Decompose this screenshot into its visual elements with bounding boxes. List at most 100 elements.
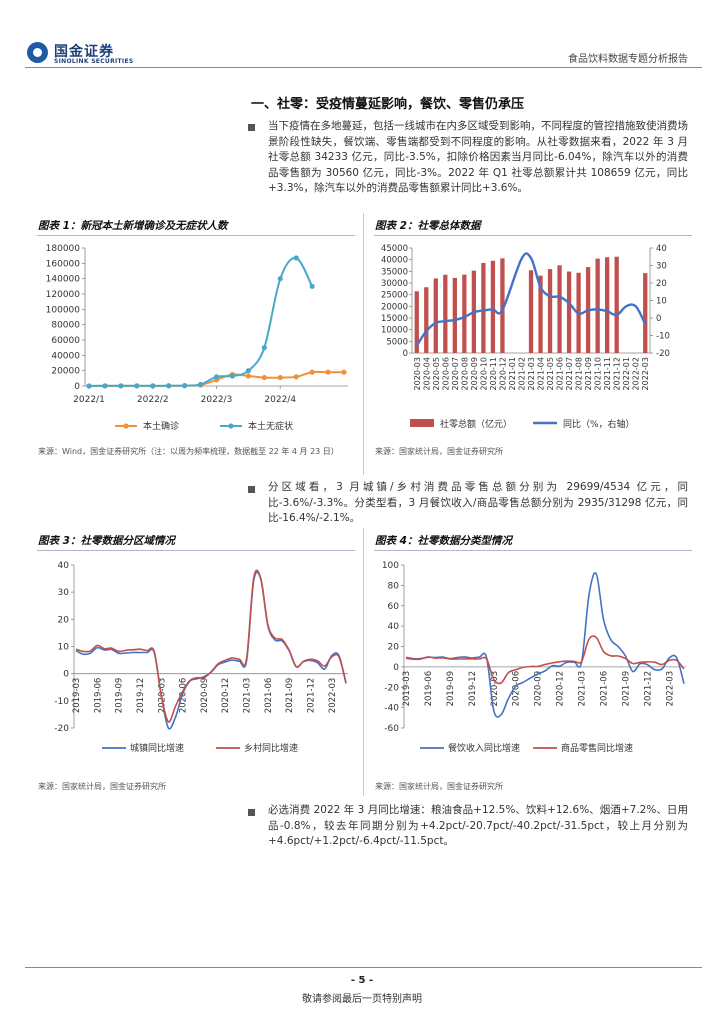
fig3-title: 图表 3：社零数据分区域情况	[38, 535, 175, 547]
fig2-xtick-label: 2021-01	[508, 357, 517, 390]
fig1-point	[213, 374, 220, 380]
fig3-series-line-1	[75, 569, 347, 723]
fig2-xtick-label: 2020-11	[489, 357, 498, 390]
fig2-bar	[462, 274, 467, 353]
fig3-xtick-label: 2020-12	[221, 678, 231, 714]
fig2-xtick-label: 2020-03	[413, 357, 422, 390]
fig3-title-rule	[37, 550, 355, 551]
fig4-xtick-label: 2021-03	[578, 671, 588, 707]
bullet-2	[248, 486, 255, 493]
fig1-ytick-label: 140000	[46, 275, 81, 285]
fig4-series-line-1	[405, 635, 685, 685]
company-logo-icon	[27, 42, 48, 63]
fig2-ytick-right-label: 30	[656, 262, 667, 272]
fig1-chart: 0 20000 40000 60000 80000 100000 120000 140000 1…	[46, 244, 348, 432]
fig4-ytick-label: 80	[388, 581, 400, 591]
fig2-ytick-left-label: 45000	[381, 244, 408, 254]
fig2-ytick-left-label: 30000	[381, 279, 408, 289]
fig3-xtick-label: 2019-09	[115, 678, 125, 714]
fig3-xtick-label: 2019-12	[136, 678, 146, 714]
fig2-xtick-label: 2021-11	[603, 357, 612, 390]
fig1-point	[245, 373, 251, 379]
fig4-ytick-label: -60	[384, 724, 399, 734]
fig1-point	[293, 255, 299, 261]
fig4-ytick-label: 60	[388, 602, 400, 612]
fig2-line-series	[415, 252, 647, 347]
fig3-chart: -20 -10 0 10 20 30 40 2019-03 2019-06 2019-09 2019…	[54, 561, 348, 754]
fig2-bar	[557, 265, 562, 353]
report-title: 食品饮料数据专题分析报告	[568, 54, 688, 65]
fig1-ytick-label: 100000	[46, 305, 81, 315]
fig1-point	[261, 374, 267, 381]
fig2-xtick-label: 2022-02	[632, 357, 641, 390]
fig1-ytick-label: 60000	[51, 336, 80, 346]
fig1-ytick-label: 80000	[51, 321, 80, 331]
fig1-point	[277, 276, 283, 282]
fig2-xtick-label: 2021-02	[517, 357, 526, 390]
fig3-xtick-label: 2020-06	[179, 678, 189, 714]
column-divider-2	[363, 528, 364, 796]
fig1-point	[166, 383, 172, 389]
fig2-ytick-right-label: 10	[656, 297, 667, 307]
fig3-ytick-label: 30	[58, 588, 70, 598]
fig4-xtick-label: 2020-09	[534, 671, 544, 707]
fig2-bar	[424, 287, 429, 353]
fig2-title-rule	[374, 235, 692, 236]
fig2-ytick-left-label: 15000	[381, 314, 408, 324]
fig1-point	[102, 383, 108, 389]
footer-disclaimer: 敬请参阅最后一页特别声明	[302, 994, 422, 1005]
fig2-xtick-label: 2022-01	[622, 357, 631, 390]
fig2-xtick-label: 2020-04	[422, 357, 431, 390]
fig2-ytick-right-label: 20	[656, 279, 667, 289]
bullet-1	[248, 124, 255, 131]
fig1-xtick-label: 2022/4	[264, 395, 296, 405]
fig1-point	[309, 369, 315, 375]
fig4-source: 来源：国家统计局，国金证券研究所	[375, 782, 503, 791]
fig1-point	[197, 381, 204, 388]
fig4-xtick-label: 2021-12	[643, 671, 653, 707]
fig1-ytick-label: 120000	[46, 290, 81, 300]
fig1-title: 图表 1：新冠本土新增确诊及无症状人数	[38, 220, 228, 232]
fig2-bar	[605, 257, 610, 353]
fig4-ytick-label: 20	[388, 643, 400, 653]
fig2-ytick-left-label: 40000	[381, 256, 408, 266]
fig2-ytick-right-label: 40	[656, 244, 667, 254]
fig2-bar	[547, 269, 553, 353]
logo-cn: 国金证券	[54, 44, 114, 60]
fig1-legend-label: 本土确诊	[143, 420, 179, 432]
fig2-bar	[566, 271, 572, 353]
fig2-legend-bar	[410, 419, 434, 427]
fig2-bar	[490, 260, 496, 353]
fig4-legend-label: 商品零售同比增速	[561, 742, 633, 754]
fig1-point	[293, 374, 299, 380]
fig2-legend-line-label: 同比（%，右轴）	[563, 418, 635, 430]
fig1-legend-marker	[123, 423, 129, 429]
fig3-xtick-label: 2020-09	[200, 678, 210, 714]
fig2-xtick-label: 2021-05	[546, 357, 555, 390]
fig1-point	[86, 383, 92, 389]
fig4-title-rule	[374, 550, 692, 551]
fig2-ytick-left-label: 25000	[381, 291, 408, 301]
fig1-ytick-label: 20000	[51, 367, 80, 377]
fig4-xtick-label: 2019-12	[468, 671, 478, 707]
fig1-title-rule	[37, 235, 355, 236]
fig2-ytick-left-label: 10000	[381, 326, 408, 336]
fig2-xtick-label: 2021-06	[556, 357, 565, 390]
fig4-ytick-label: 0	[393, 663, 399, 673]
fig2-bar	[433, 278, 438, 353]
fig3-legend-label: 乡村同比增速	[244, 742, 298, 754]
fig2-xtick-label: 2022-03	[641, 357, 650, 390]
fig1-point	[309, 283, 315, 289]
fig2-bar	[538, 275, 543, 353]
fig3-ytick-label: -20	[54, 724, 69, 734]
fig2-xtick-label: 2021-07	[565, 357, 574, 390]
fig2-bar	[452, 277, 457, 353]
fig2-xtick-label: 2020-06	[441, 357, 450, 390]
fig2-xtick-label: 2021-12	[613, 357, 622, 390]
fig1-ytick-label: 160000	[46, 259, 81, 269]
fig2-xtick-label: 2020-05	[432, 357, 441, 390]
fig4-ytick-label: -20	[384, 683, 399, 693]
fig3-xtick-label: 2021-12	[306, 678, 316, 714]
fig4-xtick-label: 2021-09	[621, 671, 631, 707]
